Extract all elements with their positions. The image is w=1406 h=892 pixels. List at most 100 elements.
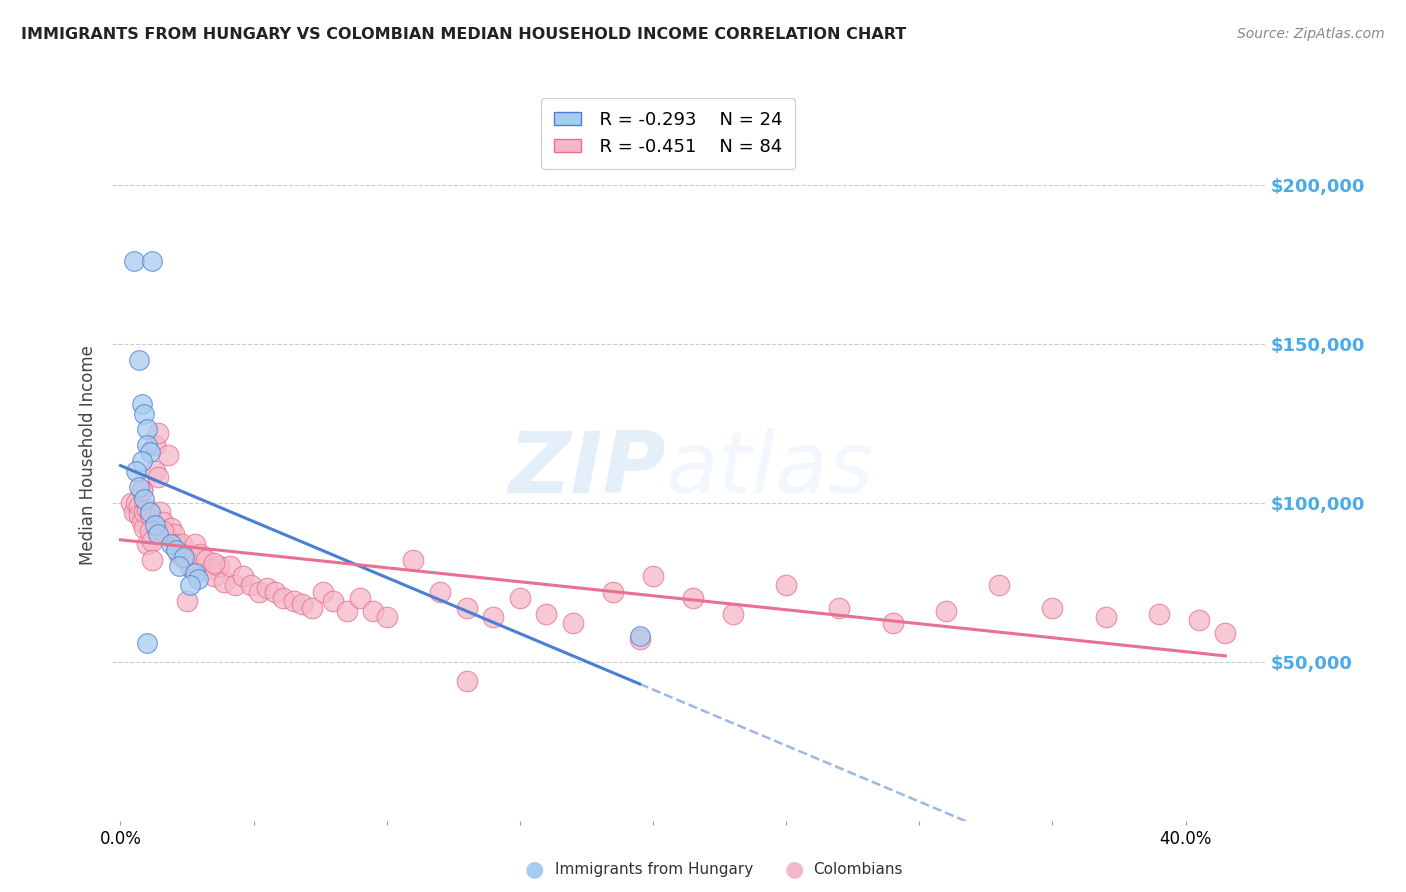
Point: [1188, 613, 1211, 627]
Point: [139, 508, 162, 523]
Point: [290, 598, 312, 612]
Point: [322, 594, 344, 608]
Point: [131, 483, 153, 497]
Point: [125, 464, 148, 478]
Point: [682, 591, 704, 605]
Point: [176, 553, 198, 567]
Text: ●: ●: [785, 860, 804, 880]
Point: [173, 549, 195, 564]
Point: [208, 559, 231, 574]
Point: [247, 584, 270, 599]
Point: [131, 515, 153, 529]
Point: [160, 521, 183, 535]
Point: [160, 537, 183, 551]
Point: [562, 616, 585, 631]
Point: [402, 553, 425, 567]
Legend:   R = -0.293    N = 24,   R = -0.451    N = 84: R = -0.293 N = 24, R = -0.451 N = 84: [541, 98, 796, 169]
Point: [134, 521, 156, 535]
Point: [349, 591, 371, 605]
Point: [136, 502, 159, 516]
Point: [456, 600, 478, 615]
Text: Colombians: Colombians: [813, 863, 903, 877]
Point: [187, 572, 209, 586]
Point: [239, 578, 262, 592]
Point: [194, 553, 217, 567]
Point: [1215, 626, 1237, 640]
Point: [312, 584, 335, 599]
Point: [882, 616, 904, 631]
Point: [165, 543, 187, 558]
Point: [136, 422, 159, 436]
Point: [125, 495, 148, 509]
Point: [775, 578, 797, 592]
Point: [139, 505, 162, 519]
Point: [141, 254, 163, 268]
Point: [122, 505, 145, 519]
Point: [1147, 607, 1170, 621]
Point: [146, 425, 169, 440]
Point: [173, 547, 195, 561]
Text: IMMIGRANTS FROM HUNGARY VS COLOMBIAN MEDIAN HOUSEHOLD INCOME CORRELATION CHART: IMMIGRANTS FROM HUNGARY VS COLOMBIAN MED…: [21, 27, 907, 42]
Point: [146, 470, 169, 484]
Point: [336, 604, 359, 618]
Point: [176, 594, 198, 608]
Point: [232, 568, 254, 582]
Text: ●: ●: [524, 860, 544, 880]
Point: [165, 537, 187, 551]
Point: [218, 559, 240, 574]
Text: atlas: atlas: [666, 428, 875, 511]
Point: [139, 444, 162, 458]
Point: [136, 537, 159, 551]
Point: [536, 607, 558, 621]
Point: [721, 607, 744, 621]
Point: [935, 604, 957, 618]
Point: [200, 562, 222, 576]
Point: [641, 568, 664, 582]
Point: [152, 515, 174, 529]
Point: [155, 527, 177, 541]
Point: [136, 635, 159, 649]
Point: [141, 533, 163, 548]
Point: [136, 438, 159, 452]
Point: [202, 556, 225, 570]
Point: [146, 527, 169, 541]
Point: [131, 454, 153, 468]
Point: [628, 632, 651, 647]
Point: [134, 505, 156, 519]
Point: [163, 527, 186, 541]
Point: [181, 562, 204, 576]
Point: [167, 559, 190, 574]
Point: [139, 524, 162, 539]
Point: [149, 505, 172, 519]
Point: [152, 524, 174, 539]
Point: [179, 559, 201, 574]
Point: [628, 629, 651, 643]
Point: [1040, 600, 1063, 615]
Point: [157, 448, 180, 462]
Point: [131, 483, 153, 497]
Point: [143, 517, 166, 532]
Point: [602, 584, 624, 599]
Point: [363, 604, 385, 618]
Point: [131, 397, 153, 411]
Point: [188, 547, 211, 561]
Point: [170, 537, 193, 551]
Point: [202, 568, 225, 582]
Point: [170, 549, 193, 564]
Point: [256, 582, 278, 596]
Point: [301, 600, 323, 615]
Text: Source: ZipAtlas.com: Source: ZipAtlas.com: [1237, 27, 1385, 41]
Point: [828, 600, 851, 615]
Point: [283, 594, 305, 608]
Y-axis label: Median Household Income: Median Household Income: [79, 345, 97, 565]
Point: [988, 578, 1011, 592]
Point: [141, 553, 163, 567]
Point: [167, 547, 190, 561]
Point: [143, 438, 166, 452]
Point: [128, 499, 150, 513]
Point: [1094, 610, 1116, 624]
Point: [143, 464, 166, 478]
Point: [264, 584, 287, 599]
Point: [128, 352, 150, 367]
Text: Immigrants from Hungary: Immigrants from Hungary: [555, 863, 754, 877]
